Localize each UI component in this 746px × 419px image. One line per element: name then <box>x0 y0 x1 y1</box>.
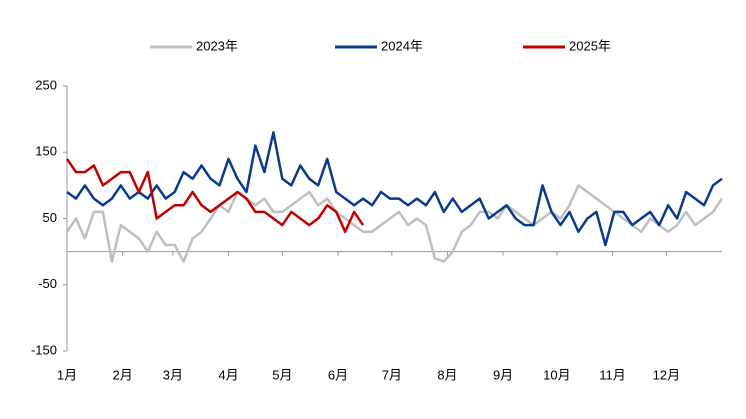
legend-label: 2024年 <box>381 38 423 53</box>
legend-label: 2025年 <box>569 38 611 53</box>
x-tick-label: 2月 <box>113 367 133 382</box>
x-tick-label: 12月 <box>653 367 680 382</box>
series-line <box>65 158 365 234</box>
series-line <box>65 184 724 263</box>
series-line <box>66 131 723 247</box>
x-tick-label: 7月 <box>382 367 402 382</box>
x-tick-label: 11月 <box>599 367 626 382</box>
x-tick-label: 6月 <box>328 367 348 382</box>
y-tick-label: -50 <box>38 276 57 291</box>
x-tick-label: 10月 <box>543 367 570 382</box>
x-tick-label: 8月 <box>437 367 457 382</box>
y-tick-label: 50 <box>43 210 57 225</box>
x-tick-label: 9月 <box>493 367 513 382</box>
x-tick-label: 1月 <box>57 367 77 382</box>
x-tick-label: 4月 <box>218 367 238 382</box>
y-tick-label: -150 <box>31 342 57 357</box>
x-tick-label: 5月 <box>272 367 292 382</box>
y-tick-label: 150 <box>35 144 57 159</box>
x-tick-label: 3月 <box>163 367 183 382</box>
y-tick-label: 250 <box>35 77 57 92</box>
legend-label: 2023年 <box>196 38 238 53</box>
